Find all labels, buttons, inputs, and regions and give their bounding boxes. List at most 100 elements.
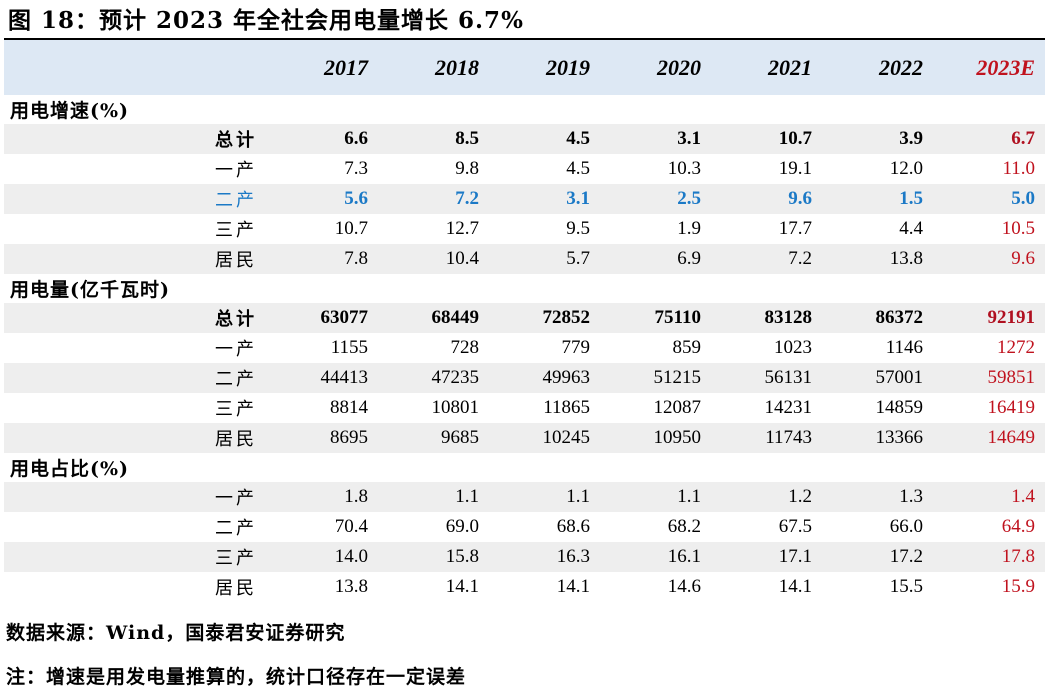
electricity-table: 2017 2018 2019 2020 2021 2022 2023E 用电增速… — [4, 40, 1045, 602]
table-cell: 9.6 — [715, 184, 826, 214]
table-cell: 10245 — [493, 423, 604, 453]
table-cell: 49963 — [493, 363, 604, 393]
section-heading-row: 用电量(亿千瓦时) — [4, 274, 1045, 303]
table-row: 居民 13.8 14.1 14.1 14.6 14.1 15.5 15.9 — [4, 572, 1045, 602]
table-cell: 14649 — [937, 423, 1045, 453]
col-header-2018: 2018 — [382, 40, 493, 95]
table-cell: 4.4 — [899, 218, 923, 239]
table-cell: 3.9 — [826, 124, 937, 154]
table-cell: 14859 — [875, 397, 924, 418]
table-cell: 64.9 — [1001, 516, 1035, 537]
table-cell: 13366 — [826, 423, 937, 453]
table-cell: 10.4 — [382, 244, 493, 274]
section-heading-row: 用电占比(%) — [4, 453, 1045, 482]
table-cell: 68.2 — [667, 516, 701, 537]
table-cell: 2.5 — [604, 184, 715, 214]
row-label: 一产 — [215, 160, 257, 181]
table-cell: 1155 — [330, 337, 368, 358]
col-header-2022: 2022 — [826, 40, 937, 95]
table-cell: 7.3 — [344, 158, 368, 179]
table-cell: 1.2 — [715, 482, 826, 512]
row-label: 三产 — [215, 220, 257, 241]
title-divider — [4, 38, 1045, 40]
table-row: 一产 7.3 9.8 4.5 10.3 19.1 12.0 11.0 — [4, 154, 1045, 184]
row-label: 一产 — [215, 339, 257, 360]
table-cell: 47235 — [382, 363, 493, 393]
table-cell: 17.7 — [778, 218, 812, 239]
table-cell: 779 — [561, 337, 591, 358]
table-cell: 51215 — [604, 363, 715, 393]
table-cell: 859 — [672, 337, 702, 358]
table-cell: 75110 — [604, 303, 715, 333]
row-label: 二产 — [4, 184, 271, 214]
table-cell: 16.1 — [604, 542, 715, 572]
table-cell: 9.6 — [937, 244, 1045, 274]
table-cell: 10801 — [431, 397, 480, 418]
table-cell: 9.5 — [566, 218, 590, 239]
table-cell: 67.5 — [778, 516, 812, 537]
source-note: 数据来源：Wind，国泰君安证券研究 — [6, 622, 346, 644]
table-cell: 11.0 — [1002, 158, 1035, 179]
table-cell: 14.6 — [667, 576, 701, 597]
table-row: 三产 10.7 12.7 9.5 1.9 17.7 4.4 10.5 — [4, 214, 1045, 244]
table-cell: 1.1 — [382, 482, 493, 512]
row-label: 一产 — [4, 482, 271, 512]
table-cell: 3.1 — [604, 124, 715, 154]
table-cell: 14.1 — [556, 576, 590, 597]
table-cell: 11743 — [715, 423, 826, 453]
table-row: 一产 1155 728 779 859 1023 1146 1272 — [4, 333, 1045, 363]
table-cell: 1.3 — [826, 482, 937, 512]
table-cell: 68.6 — [556, 516, 590, 537]
table-cell: 9685 — [382, 423, 493, 453]
table-cell: 44413 — [271, 363, 382, 393]
table-cell: 7.8 — [271, 244, 382, 274]
table-cell: 5.6 — [271, 184, 382, 214]
col-header-2017: 2017 — [271, 40, 382, 95]
row-label: 三产 — [215, 399, 257, 420]
table-row: 总计 63077 68449 72852 75110 83128 86372 92191 — [4, 303, 1045, 333]
row-label: 居民 — [4, 244, 271, 274]
table-cell: 68449 — [382, 303, 493, 333]
table-row: 二产 44413 47235 49963 51215 56131 57001 59851 — [4, 363, 1045, 393]
table-cell: 10.3 — [667, 158, 701, 179]
table-cell: 4.5 — [566, 158, 590, 179]
table-cell: 1.9 — [677, 218, 701, 239]
col-header-2020: 2020 — [604, 40, 715, 95]
table-row: 总计 6.6 8.5 4.5 3.1 10.7 3.9 6.7 — [4, 124, 1045, 154]
table-cell: 1.8 — [271, 482, 382, 512]
col-header-2019: 2019 — [493, 40, 604, 95]
table-cell: 728 — [450, 337, 480, 358]
table-cell: 72852 — [493, 303, 604, 333]
table-cell: 8695 — [271, 423, 382, 453]
table-row: 三产 14.0 15.8 16.3 16.1 17.1 17.2 17.8 — [4, 542, 1045, 572]
table-cell: 6.6 — [271, 124, 382, 154]
table-cell: 1.1 — [493, 482, 604, 512]
table-cell: 1146 — [885, 337, 923, 358]
table-cell: 10.5 — [1001, 218, 1035, 239]
table-cell: 15.9 — [1001, 576, 1035, 597]
table-cell: 11865 — [543, 397, 590, 418]
table-cell: 17.2 — [826, 542, 937, 572]
year-header-row: 2017 2018 2019 2020 2021 2022 2023E — [4, 40, 1045, 95]
row-label: 二产 — [4, 363, 271, 393]
table-cell: 83128 — [715, 303, 826, 333]
section-heading: 用电增速(%) — [10, 100, 130, 122]
table-cell: 5.7 — [493, 244, 604, 274]
table-cell: 59851 — [937, 363, 1045, 393]
table-cell: 12.7 — [445, 218, 479, 239]
footnote: 注：增速是用发电量推算的，统计口径存在一定误差 — [6, 666, 467, 688]
table-cell: 4.5 — [493, 124, 604, 154]
table-cell: 86372 — [826, 303, 937, 333]
table-cell: 12.0 — [889, 158, 923, 179]
table-cell: 17.1 — [715, 542, 826, 572]
table-row: 三产 8814 10801 11865 12087 14231 14859 16419 — [4, 393, 1045, 423]
section-heading: 用电量(亿千瓦时) — [10, 279, 170, 301]
row-label: 居民 — [4, 423, 271, 453]
table-cell: 7.2 — [382, 184, 493, 214]
table-cell: 16.3 — [493, 542, 604, 572]
table-cell: 92191 — [937, 303, 1045, 333]
table-cell: 63077 — [271, 303, 382, 333]
table-row: 居民 7.8 10.4 5.7 6.9 7.2 13.8 9.6 — [4, 244, 1045, 274]
table-row: 居民 8695 9685 10245 10950 11743 13366 14649 — [4, 423, 1045, 453]
table-cell: 69.0 — [445, 516, 479, 537]
